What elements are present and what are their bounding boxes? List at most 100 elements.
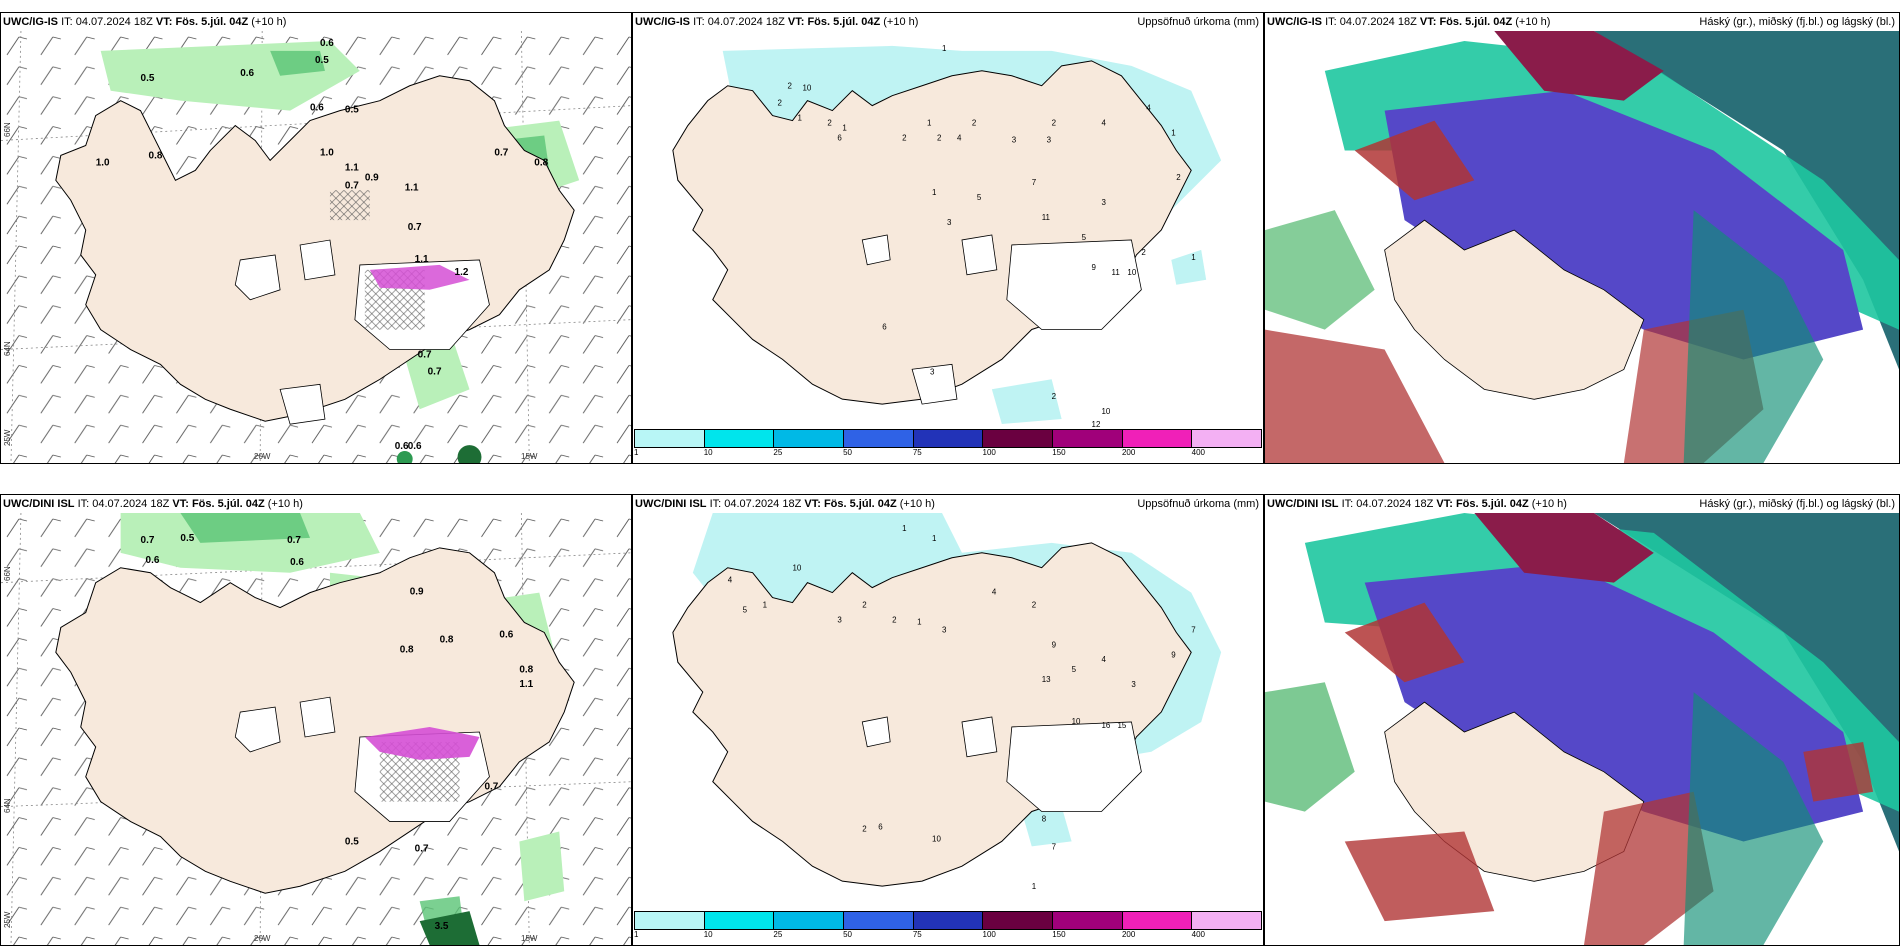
svg-text:2: 2 — [1032, 601, 1037, 610]
svg-text:4: 4 — [1102, 119, 1107, 128]
cloud-map[interactable] — [1265, 513, 1899, 945]
svg-text:1.1: 1.1 — [415, 254, 429, 265]
svg-text:10: 10 — [1127, 268, 1136, 277]
svg-text:1: 1 — [927, 119, 932, 128]
svg-text:0.6: 0.6 — [240, 68, 254, 79]
panel-header: UWC/IG-IS IT: 04.07.2024 18Z VT: Fös. 5.… — [1, 13, 631, 31]
svg-text:0.9: 0.9 — [365, 172, 379, 183]
svg-text:0.5: 0.5 — [141, 73, 155, 84]
svg-text:10: 10 — [932, 834, 941, 843]
svg-text:0.6: 0.6 — [499, 629, 513, 640]
swatch-3 — [774, 430, 845, 447]
svg-text:16: 16 — [1102, 721, 1111, 730]
svg-text:2: 2 — [1052, 119, 1057, 128]
svg-text:6: 6 — [837, 133, 842, 142]
svg-text:3: 3 — [1047, 135, 1052, 144]
panel-wind-dini: UWC/DINI ISL IT: 04.07.2024 18Z VT: Fös.… — [0, 494, 632, 946]
svg-text:7: 7 — [1191, 625, 1196, 634]
wind-map[interactable]: 0.5 0.6 0.5 0.6 0.6 0.5 0.8 1.0 1.0 1.1 … — [1, 31, 631, 463]
svg-text:12: 12 — [1092, 420, 1101, 427]
colorbar-swatches — [634, 911, 1262, 930]
svg-text:2: 2 — [862, 601, 867, 610]
svg-text:3: 3 — [942, 625, 947, 634]
svg-text:0.7: 0.7 — [428, 366, 442, 377]
swatch-7 — [1053, 912, 1123, 929]
svg-text:2: 2 — [862, 824, 867, 833]
svg-text:0.6: 0.6 — [320, 38, 334, 49]
panel-wind-igis: UWC/IG-IS IT: 04.07.2024 18Z VT: Fös. 5.… — [0, 12, 632, 464]
ice-pink-area — [369, 264, 470, 290]
swatch-7 — [1053, 430, 1123, 447]
svg-text:1.1: 1.1 — [405, 182, 419, 193]
svg-text:2: 2 — [827, 119, 832, 128]
svg-text:11: 11 — [1111, 268, 1120, 277]
svg-text:6: 6 — [882, 322, 887, 331]
svg-text:1.1: 1.1 — [345, 162, 359, 173]
svg-text:9: 9 — [1052, 640, 1057, 649]
svg-text:4: 4 — [728, 576, 733, 585]
swatch-3 — [774, 912, 845, 929]
svg-text:1.2: 1.2 — [455, 267, 469, 278]
svg-text:0.8: 0.8 — [534, 157, 548, 168]
svg-text:0.5: 0.5 — [180, 533, 194, 544]
panel-clouds-dini: UWC/DINI ISL IT: 04.07.2024 18Z VT: Fös.… — [1264, 494, 1900, 946]
svg-text:1: 1 — [1032, 882, 1037, 891]
wind-map[interactable]: 0.7 0.5 0.6 0.7 0.6 0.9 0.8 0.8 0.6 1.1 … — [1, 513, 631, 945]
precip-map[interactable]: 1 1 4 10 5 1 3 2 2 1 3 4 2 9 13 5 4 3 10… — [633, 513, 1263, 909]
svg-text:4: 4 — [957, 133, 962, 142]
svg-text:0.6: 0.6 — [408, 441, 422, 452]
svg-text:2: 2 — [778, 99, 783, 108]
svg-text:15: 15 — [1117, 721, 1126, 730]
svg-text:0.7: 0.7 — [418, 349, 432, 360]
svg-text:0.7: 0.7 — [345, 180, 359, 191]
svg-text:1.0: 1.0 — [96, 157, 110, 168]
svg-text:1: 1 — [1171, 128, 1176, 137]
precip-map[interactable]: 1 2 10 2 1 2 1 6 2 1 2 4 2 3 3 2 4 7 5 1 — [633, 31, 1263, 427]
svg-text:0.7: 0.7 — [141, 535, 155, 546]
panel-header: UWC/IG-IS IT: 04.07.2024 18Z VT: Fös. 5.… — [1265, 13, 1899, 31]
svg-text:2: 2 — [1141, 248, 1146, 257]
swatch-5 — [913, 912, 984, 929]
svg-text:9: 9 — [1092, 263, 1097, 272]
svg-text:0.6: 0.6 — [290, 557, 304, 568]
svg-text:4: 4 — [992, 588, 997, 597]
svg-text:5: 5 — [1082, 233, 1087, 242]
panel-header: UWC/IG-IS IT: 04.07.2024 18Z VT: Fös. 5.… — [633, 13, 1263, 31]
svg-text:0.5: 0.5 — [315, 55, 329, 66]
svg-text:6: 6 — [878, 822, 883, 831]
svg-text:5: 5 — [743, 606, 748, 615]
svg-text:3: 3 — [1102, 198, 1107, 207]
swatch-1 — [635, 430, 705, 447]
wind-values: 0.5 0.6 0.5 0.6 0.6 0.5 0.8 1.0 1.0 1.1 … — [96, 38, 549, 452]
svg-text:1: 1 — [842, 124, 847, 133]
svg-text:0.7: 0.7 — [484, 782, 498, 793]
swatch-4 — [844, 912, 914, 929]
panel-precip-dini: UWC/DINI ISL IT: 04.07.2024 18Z VT: Fös.… — [632, 494, 1264, 946]
svg-text:1: 1 — [917, 617, 922, 626]
svg-text:0.8: 0.8 — [440, 634, 454, 645]
svg-text:3: 3 — [947, 218, 952, 227]
swatch-9 — [1192, 430, 1262, 447]
precip-values: 1 2 10 2 1 2 1 6 2 1 2 4 2 3 3 2 4 7 5 1 — [778, 44, 1197, 427]
panel-clouds-igis: UWC/IG-IS IT: 04.07.2024 18Z VT: Fös. 5.… — [1264, 12, 1900, 464]
svg-text:1: 1 — [932, 534, 937, 543]
swatch-6 — [983, 912, 1054, 929]
precip-colorbar: 1 10 25 50 75 100 150 200 400 — [633, 427, 1263, 463]
wind-values: 0.7 0.5 0.6 0.7 0.6 0.9 0.8 0.8 0.6 1.1 … — [141, 533, 534, 932]
svg-text:1: 1 — [932, 188, 937, 197]
svg-text:0.7: 0.7 — [415, 843, 429, 854]
svg-text:11: 11 — [1042, 213, 1051, 222]
svg-text:3.5: 3.5 — [435, 921, 449, 932]
svg-text:2: 2 — [788, 82, 793, 91]
svg-text:0.5: 0.5 — [345, 836, 359, 847]
svg-text:2: 2 — [937, 133, 942, 142]
cloud-map[interactable] — [1265, 31, 1899, 463]
svg-text:5: 5 — [977, 193, 982, 202]
precip-colorbar: 1 10 25 50 75 100 150 200 400 — [633, 909, 1263, 945]
svg-text:1.1: 1.1 — [519, 679, 533, 690]
svg-text:2: 2 — [1176, 173, 1181, 182]
panel-header: UWC/DINI ISL IT: 04.07.2024 18Z VT: Fös.… — [1, 495, 631, 513]
swatch-8 — [1122, 430, 1193, 447]
svg-text:3: 3 — [1131, 680, 1136, 689]
svg-text:5: 5 — [1072, 665, 1077, 674]
